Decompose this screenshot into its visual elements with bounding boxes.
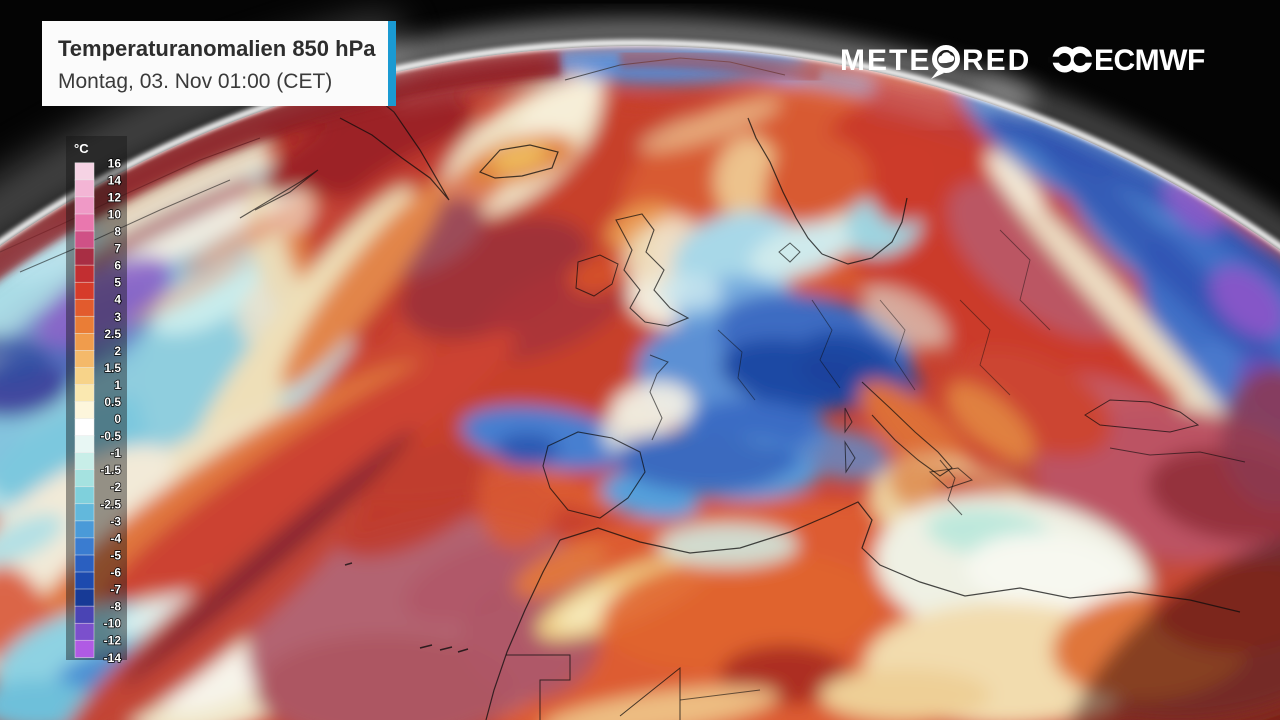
svg-text:Montag, 03. Nov 01:00 (CET): Montag, 03. Nov 01:00 (CET) <box>58 70 332 93</box>
svg-text:°C: °C <box>74 141 89 156</box>
svg-text:12: 12 <box>108 190 122 204</box>
svg-text:6: 6 <box>114 259 121 273</box>
svg-text:-1.5: -1.5 <box>100 463 121 477</box>
svg-text:8: 8 <box>114 225 121 239</box>
svg-text:-5: -5 <box>110 549 121 563</box>
svg-text:-10: -10 <box>104 617 122 631</box>
svg-text:-1: -1 <box>110 446 121 460</box>
svg-text:METE: METE <box>840 44 931 77</box>
svg-text:-2: -2 <box>110 480 121 494</box>
svg-text:3: 3 <box>114 310 121 324</box>
svg-text:16: 16 <box>108 156 122 170</box>
svg-text:Temperaturanomalien 850 hPa: Temperaturanomalien 850 hPa <box>58 36 376 61</box>
svg-text:14: 14 <box>108 173 122 187</box>
svg-text:4: 4 <box>114 293 121 307</box>
svg-text:-3: -3 <box>110 514 121 528</box>
svg-text:ECMWF: ECMWF <box>1094 44 1205 77</box>
svg-text:-7: -7 <box>110 583 121 597</box>
svg-text:-4: -4 <box>110 531 121 545</box>
svg-text:1.5: 1.5 <box>104 361 121 375</box>
svg-text:-8: -8 <box>110 600 121 614</box>
svg-text:2.5: 2.5 <box>104 327 121 341</box>
svg-text:0.5: 0.5 <box>104 395 121 409</box>
svg-text:5: 5 <box>114 276 121 290</box>
svg-text:2: 2 <box>114 344 121 358</box>
svg-text:RED: RED <box>962 44 1031 77</box>
svg-text:-0.5: -0.5 <box>100 429 121 443</box>
svg-text:-12: -12 <box>104 634 122 648</box>
svg-text:-14: -14 <box>104 651 122 665</box>
svg-text:7: 7 <box>114 242 121 256</box>
svg-text:-2.5: -2.5 <box>100 497 121 511</box>
svg-text:-6: -6 <box>110 566 121 580</box>
svg-text:1: 1 <box>114 378 121 392</box>
svg-text:10: 10 <box>108 208 122 222</box>
svg-text:0: 0 <box>114 412 121 426</box>
